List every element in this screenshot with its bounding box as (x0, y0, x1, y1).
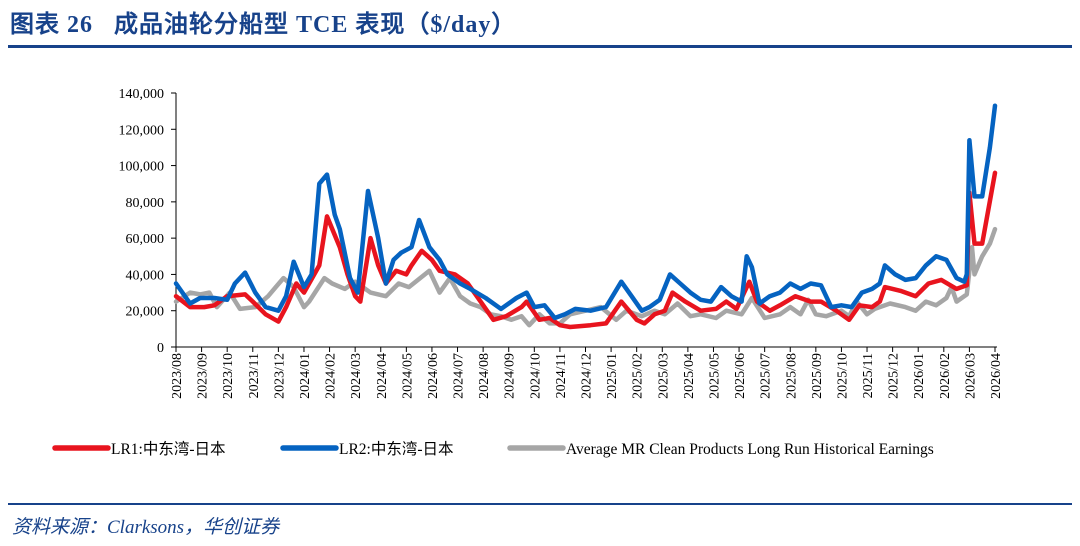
x-tick-label: 2023/09 (196, 353, 211, 399)
figure-title: 图表 26 成品油轮分船型 TCE 表现（$/day） (10, 12, 517, 38)
x-tick-label: 2026/01 (912, 353, 927, 399)
x-tick-label: 2023/08 (170, 353, 185, 399)
x-tick-label: 2025/12 (887, 353, 902, 399)
x-tick-label: 2024/09 (503, 353, 518, 399)
x-tick-label: 2024/06 (426, 353, 441, 399)
y-tick-label: 20,000 (126, 305, 165, 320)
legend-label-1: LR1:中东湾-日本 (111, 440, 226, 458)
x-tick-label: 2025/09 (810, 353, 825, 399)
x-tick-label: 2025/10 (835, 353, 850, 399)
series-line-1 (173, 170, 998, 330)
footer-divider (8, 503, 1072, 505)
y-tick-label: 120,000 (119, 123, 165, 138)
x-tick-label: 2024/07 (452, 353, 467, 399)
title-divider (8, 45, 1072, 48)
x-tick-label: 2024/03 (349, 353, 364, 399)
x-tick-label: 2025/11 (861, 353, 876, 398)
x-tick-label: 2024/11 (554, 353, 569, 398)
x-tick-label: 2025/04 (682, 353, 697, 399)
series-line-2 (173, 103, 998, 321)
x-tick-label: 2025/05 (707, 353, 722, 399)
legend-label-3: Average MR Clean Products Long Run Histo… (566, 441, 934, 458)
source-note: 资料来源：Clarksons，华创证券 (12, 517, 280, 538)
legend-label-2: LR2:中东湾-日本 (339, 440, 454, 458)
x-tick-label: 2023/12 (272, 353, 287, 399)
x-tick-label: 2025/07 (759, 353, 774, 399)
x-tick-label: 2024/12 (580, 353, 595, 399)
x-tick-label: 2024/02 (324, 353, 339, 399)
x-tick-label: 2024/04 (375, 353, 390, 399)
y-tick-label: 140,000 (119, 87, 165, 102)
y-tick-label: 40,000 (126, 268, 165, 283)
y-tick-label: 80,000 (126, 196, 165, 211)
tce-line-chart: 0 20,000 40,000 60,000 80,000 100,000 120,000 1… (52, 87, 1004, 458)
x-tick-label: 2025/08 (784, 353, 799, 399)
y-tick-label: 0 (157, 341, 164, 356)
x-tick-label: 2025/01 (605, 353, 620, 399)
x-tick-label: 2024/05 (400, 353, 415, 399)
x-tick-label: 2024/01 (298, 353, 313, 399)
x-tick-label: 2024/08 (477, 353, 492, 399)
y-tick-label: 100,000 (119, 160, 165, 175)
y-tick-label: 60,000 (126, 232, 165, 247)
x-tick-label: 2025/02 (631, 353, 646, 399)
x-tick-label: 2023/10 (221, 353, 236, 399)
x-tick-label: 2025/06 (733, 353, 748, 399)
x-tick-label: 2026/02 (938, 353, 953, 399)
x-tick-label: 2026/03 (963, 353, 978, 399)
x-tick-label: 2024/10 (528, 353, 543, 399)
x-tick-label: 2023/11 (247, 353, 262, 398)
x-tick-label: 2025/03 (656, 353, 671, 399)
x-tick-label: 2026/04 (989, 353, 1004, 399)
